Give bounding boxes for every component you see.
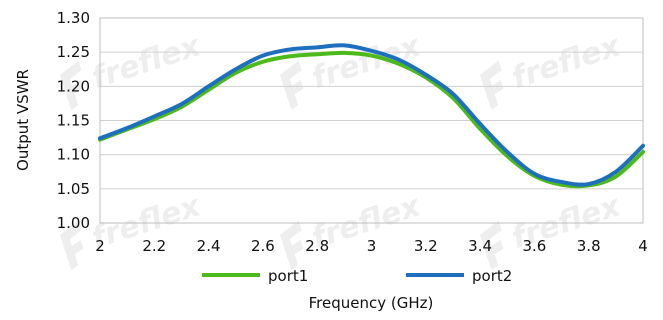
x-tick-label: 3 (367, 237, 377, 255)
watermark-mark (60, 60, 84, 111)
x-tick-label: 2.4 (197, 237, 221, 255)
plot-area (99, 17, 644, 224)
series-line-port2 (98, 43, 645, 187)
series-lines (98, 43, 645, 189)
x-axis-title: Frequency (GHz) (309, 294, 434, 312)
x-tick-label: 2 (95, 237, 105, 255)
legend-label-port1: port1 (268, 267, 308, 285)
x-tick-label: 3.4 (468, 237, 492, 255)
x-tick-label: 3.2 (414, 237, 438, 255)
watermark-mark (60, 220, 84, 271)
watermark-logo: freflex (60, 28, 206, 111)
y-tick-label: 1.20 (57, 77, 90, 95)
watermark-mark (280, 220, 304, 271)
y-tick-label: 1.05 (57, 180, 90, 198)
series-line-port1 (98, 50, 645, 189)
legend-label-port2: port2 (472, 267, 512, 285)
watermark-mark (280, 60, 304, 111)
y-tick-label: 1.00 (57, 214, 90, 232)
y-tick-label: 1.15 (57, 112, 90, 130)
y-tick-label: 1.30 (57, 9, 90, 27)
y-axis-ticks: 1.00 1.05 1.10 1.15 1.20 1.25 1.30 (57, 9, 90, 232)
watermark-mark (480, 60, 504, 111)
legend: port1 port2 (202, 267, 512, 285)
watermark-logo: freflex (280, 188, 426, 271)
watermark-mark (480, 220, 504, 271)
y-tick-label: 1.10 (57, 146, 90, 164)
x-tick-label: 4 (638, 237, 648, 255)
x-tick-label: 2.6 (251, 237, 275, 255)
y-axis-title: Output VSWR (14, 69, 32, 171)
watermark-logo: freflex (480, 28, 626, 111)
watermark-logo: freflex (480, 188, 626, 271)
x-tick-label: 3.6 (522, 237, 546, 255)
x-tick-label: 2.2 (142, 237, 166, 255)
x-tick-label: 2.8 (305, 237, 329, 255)
x-tick-label: 3.8 (577, 237, 601, 255)
x-axis-ticks: 2 2.2 2.4 2.6 2.8 3 3.2 3.4 3.6 3.8 4 (95, 237, 648, 255)
y-tick-label: 1.25 (57, 43, 90, 61)
